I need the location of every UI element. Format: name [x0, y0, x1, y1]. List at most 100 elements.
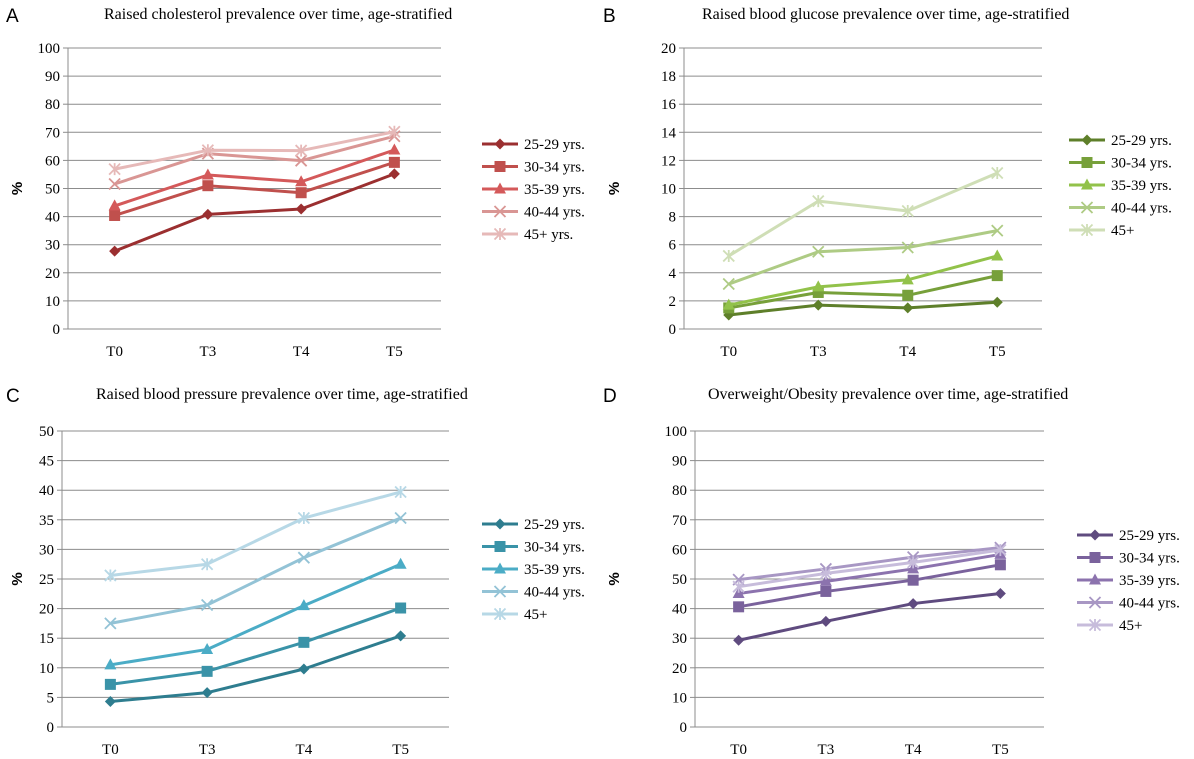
series-5 [722, 166, 1004, 263]
y-tick-label: 20 [672, 661, 687, 677]
data-point [200, 558, 214, 571]
data-point [907, 574, 919, 586]
series-5 [732, 543, 1007, 593]
y-tick-label: 100 [665, 424, 688, 440]
x-tick-label: T5 [992, 742, 1009, 758]
series-line [114, 148, 395, 208]
data-point [108, 199, 121, 211]
y-tick-label: 14 [661, 125, 677, 141]
data-point [298, 663, 310, 675]
series-4 [722, 224, 1004, 291]
data-point [819, 567, 833, 580]
data-point [820, 615, 832, 627]
y-axis-label: % [9, 572, 26, 585]
data-point [104, 696, 116, 708]
data-point [991, 296, 1003, 308]
series-line [738, 546, 1001, 582]
legend-marker [493, 585, 507, 598]
x-tick-label: T5 [392, 742, 409, 758]
data-point [200, 598, 214, 612]
data-point [388, 125, 401, 138]
series-line [110, 634, 402, 704]
legend-label: 30-34 yrs. [524, 540, 585, 556]
data-point [812, 195, 825, 208]
legend: 25-29 yrs. 30-34 yrs. 35-39 yrs. 40-44 yrs.… [1069, 133, 1172, 239]
y-tick-label: 20 [45, 266, 60, 282]
data-point [819, 574, 832, 586]
y-tick-label: 10 [672, 690, 687, 706]
line-chart-cholesterol: 0 10 20 30 40 50 60 70 80 90 100 T0 T3 T4 T5% 25-29 yrs… [9, 41, 585, 360]
legend-marker [493, 227, 507, 241]
data-point [820, 585, 832, 597]
data-point [901, 241, 914, 254]
y-tick-label: 50 [39, 424, 54, 440]
data-point [733, 601, 745, 613]
series-1 [104, 630, 407, 708]
chart-panel-c: C Raised blood pressure prevalence over … [0, 380, 597, 759]
y-tick-label: 30 [39, 542, 54, 558]
data-point [104, 569, 117, 582]
series-3 [108, 143, 401, 211]
data-point [394, 511, 407, 525]
data-point [994, 543, 1007, 557]
legend-label: 40-44 yrs. [1111, 201, 1172, 217]
x-tick-label: T4 [293, 344, 310, 360]
x-tick-label: T0 [106, 344, 123, 360]
y-tick-label: 8 [669, 210, 677, 226]
legend-marker [1089, 573, 1101, 585]
y-tick-label: 40 [672, 602, 687, 618]
legend-label: 25-29 yrs. [524, 517, 585, 533]
data-point [201, 642, 214, 654]
legend-label: 45+ [1119, 618, 1142, 634]
legend-label: 45+ [1111, 223, 1134, 239]
data-point [109, 209, 121, 221]
chart-title: Raised cholesterol prevalence over time,… [104, 6, 453, 23]
data-point [722, 249, 735, 263]
legend-marker [494, 562, 506, 574]
data-point [395, 630, 407, 642]
series-line [114, 134, 395, 186]
data-point [991, 270, 1003, 282]
legend-label: 25-29 yrs. [524, 137, 585, 153]
data-point [722, 298, 735, 310]
legend-marker [1081, 157, 1093, 168]
data-point [298, 636, 310, 648]
legend-label: 30-34 yrs. [1111, 156, 1172, 172]
y-tick-label: 10 [39, 661, 54, 677]
data-point [201, 168, 214, 180]
y-tick-label: 2 [669, 294, 677, 310]
legend-marker [1080, 223, 1094, 237]
data-point [812, 280, 825, 292]
chart-title: Raised blood glucose prevalence over tim… [702, 6, 1070, 23]
series-3 [104, 557, 407, 670]
x-tick-label: T5 [386, 344, 403, 360]
legend-label: 45+ yrs. [524, 227, 573, 243]
y-tick-label: 0 [680, 720, 688, 736]
series-3 [722, 249, 1004, 310]
x-tick-label: T5 [989, 344, 1006, 360]
data-point [201, 665, 213, 677]
series-line [728, 300, 998, 317]
data-point [201, 144, 215, 157]
legend-marker [1080, 201, 1094, 214]
x-tick-label: T3 [200, 344, 217, 360]
y-tick-label: 0 [47, 720, 55, 736]
data-point [201, 687, 213, 699]
y-tick-label: 80 [45, 97, 60, 113]
data-point [994, 588, 1006, 600]
data-point [991, 166, 1004, 180]
series-line [110, 606, 402, 686]
data-point [202, 180, 214, 192]
line-chart-overweight-obesity: 0 10 20 30 40 50 60 70 80 90 100 T0 T3 T4 T5% 25-29 yrs… [606, 424, 1180, 758]
y-tick-label: 45 [39, 454, 54, 470]
legend-marker [493, 205, 507, 218]
data-point [202, 208, 214, 220]
series-line [738, 563, 1001, 609]
series-1 [733, 588, 1006, 646]
data-point [906, 556, 920, 569]
legend-label: 40-44 yrs. [1119, 596, 1180, 612]
legend-marker [1088, 596, 1102, 609]
y-tick-label: 0 [53, 322, 61, 338]
series-2 [104, 602, 407, 690]
y-tick-label: 16 [661, 97, 677, 113]
